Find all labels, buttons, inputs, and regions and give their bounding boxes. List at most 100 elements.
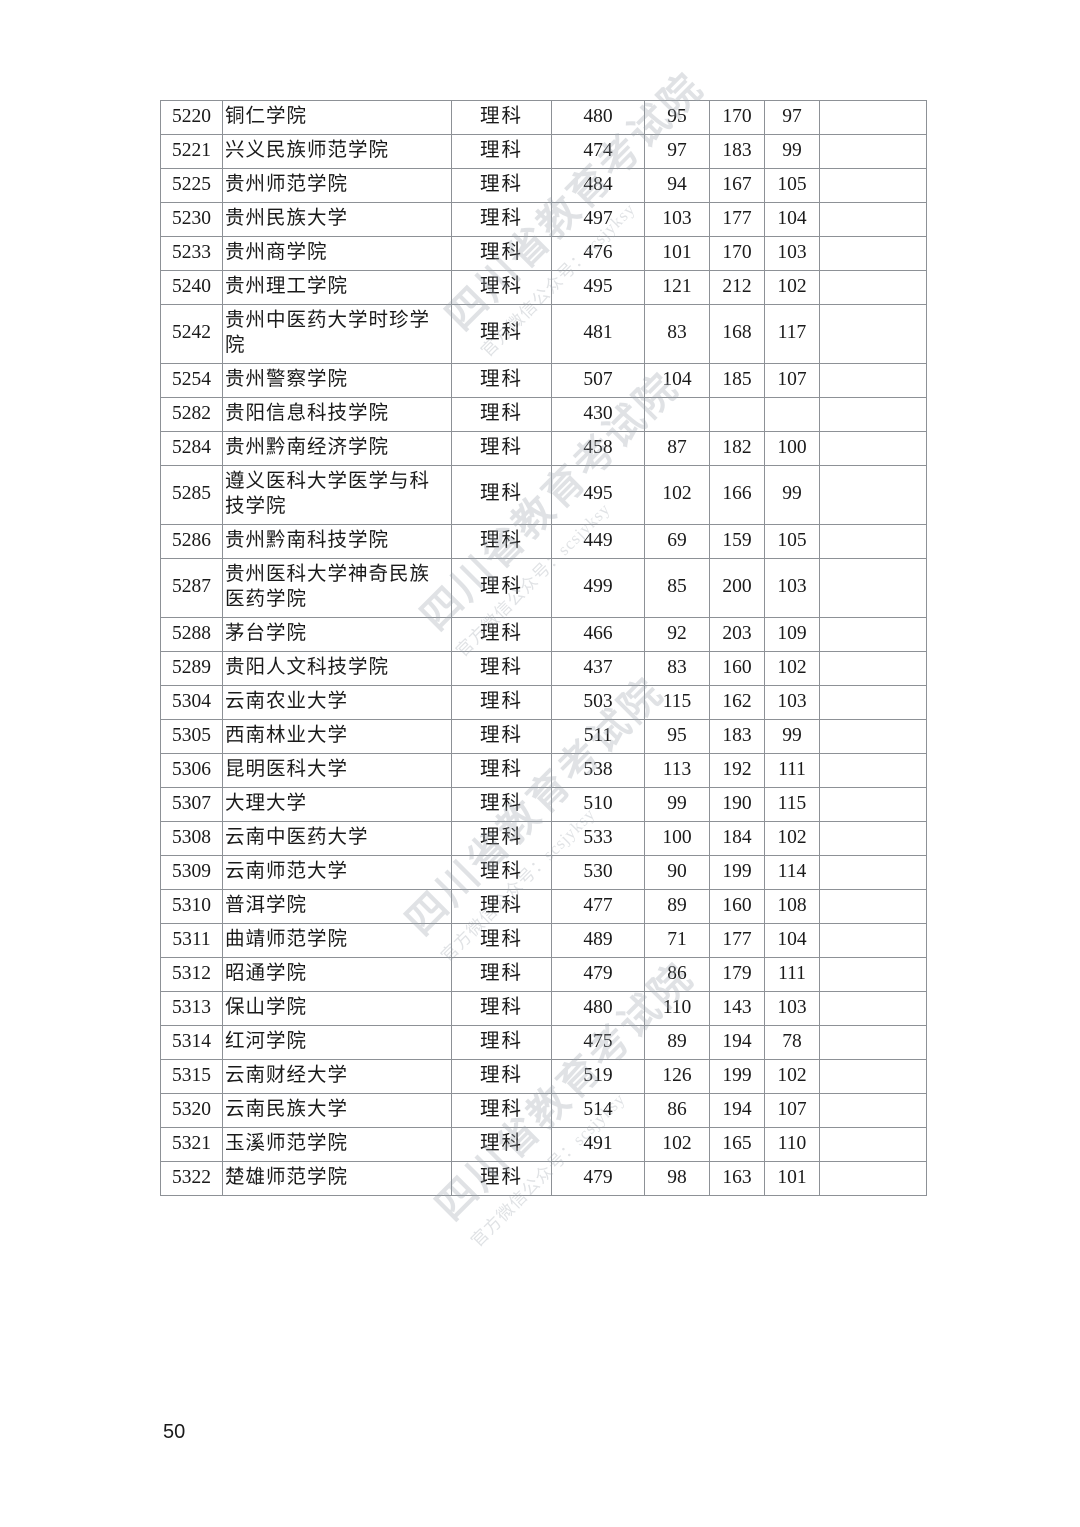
cell-score-1: 474 — [551, 134, 645, 169]
cell-institution-name: 楚雄师范学院 — [222, 1160, 452, 1196]
cell-score-3: 200 — [709, 557, 765, 618]
cell-code: 5315 — [160, 1058, 223, 1094]
table-row: 5286 贵州黔南科技学院 理科 449 69 159 105 — [160, 523, 927, 559]
cell-institution-name: 保山学院 — [222, 990, 452, 1026]
cell-score-3: 199 — [709, 1058, 765, 1094]
cell-subject-type: 理科 — [451, 464, 552, 525]
cell-blank — [819, 396, 927, 432]
cell-score-4: 109 — [764, 616, 820, 652]
cell-score-4: 102 — [764, 1058, 820, 1094]
cell-score-2: 90 — [644, 854, 710, 890]
cell-score-4: 102 — [764, 650, 820, 686]
cell-score-1: 449 — [551, 523, 645, 559]
cell-code: 5321 — [160, 1126, 223, 1162]
cell-score-4: 107 — [764, 1092, 820, 1128]
cell-score-2: 103 — [644, 202, 710, 237]
cell-score-1: 481 — [551, 304, 645, 364]
cell-score-3: 184 — [709, 820, 765, 856]
cell-subject-type: 理科 — [451, 684, 552, 720]
cell-score-2: 83 — [644, 650, 710, 686]
cell-score-4: 97 — [764, 100, 820, 135]
cell-subject-type: 理科 — [451, 718, 552, 754]
table-row: 5289 贵阳人文科技学院 理科 437 83 160 102 — [160, 650, 927, 686]
cell-score-2: 86 — [644, 956, 710, 992]
cell-score-4: 99 — [764, 718, 820, 754]
cell-code: 5254 — [160, 362, 223, 398]
cell-score-1: 510 — [551, 786, 645, 822]
cell-institution-name: 贵州民族大学 — [222, 202, 452, 237]
cell-subject-type: 理科 — [451, 270, 552, 305]
cell-score-3: 159 — [709, 523, 765, 559]
cell-score-3: 167 — [709, 168, 765, 203]
cell-score-3: 163 — [709, 1160, 765, 1196]
cell-subject-type: 理科 — [451, 786, 552, 822]
admission-score-table: 5220 铜仁学院 理科 480 95 170 97 5221 兴义民族师范学院 理科 474 97 1… — [160, 100, 927, 1196]
cell-score-4: 104 — [764, 922, 820, 958]
cell-blank — [819, 430, 927, 466]
cell-score-3: 194 — [709, 1092, 765, 1128]
cell-score-4: 78 — [764, 1024, 820, 1060]
cell-code: 5221 — [160, 134, 223, 169]
cell-subject-type: 理科 — [451, 100, 552, 135]
cell-score-4: 103 — [764, 236, 820, 271]
cell-institution-name: 贵州医科大学神奇民族医药学院 — [222, 557, 452, 618]
cell-blank — [819, 854, 927, 890]
cell-subject-type: 理科 — [451, 1058, 552, 1094]
cell-score-1: 503 — [551, 684, 645, 720]
cell-institution-name: 普洱学院 — [222, 888, 452, 924]
cell-code: 5240 — [160, 270, 223, 305]
cell-code: 5285 — [160, 464, 223, 525]
table-row: 5284 贵州黔南经济学院 理科 458 87 182 100 — [160, 430, 927, 466]
cell-score-3: 212 — [709, 270, 765, 305]
cell-score-3: 177 — [709, 922, 765, 958]
cell-score-3: 162 — [709, 684, 765, 720]
cell-score-3: 199 — [709, 854, 765, 890]
cell-code: 5284 — [160, 430, 223, 466]
cell-score-4: 102 — [764, 820, 820, 856]
cell-code: 5230 — [160, 202, 223, 237]
table-row: 5308 云南中医药大学 理科 533 100 184 102 — [160, 820, 927, 856]
cell-blank — [819, 650, 927, 686]
cell-subject-type: 理科 — [451, 168, 552, 203]
cell-score-1: 491 — [551, 1126, 645, 1162]
cell-institution-name: 云南民族大学 — [222, 1092, 452, 1128]
cell-score-1: 495 — [551, 270, 645, 305]
cell-subject-type: 理科 — [451, 990, 552, 1026]
cell-code: 5242 — [160, 304, 223, 364]
cell-subject-type: 理科 — [451, 1126, 552, 1162]
cell-score-3: 170 — [709, 236, 765, 271]
cell-institution-name: 云南中医药大学 — [222, 820, 452, 856]
cell-score-3: 168 — [709, 304, 765, 364]
cell-institution-name: 茅台学院 — [222, 616, 452, 652]
cell-blank — [819, 464, 927, 525]
cell-institution-name: 昆明医科大学 — [222, 752, 452, 788]
table-row: 5287 贵州医科大学神奇民族医药学院 理科 499 85 200 103 — [160, 557, 927, 618]
cell-institution-name: 红河学院 — [222, 1024, 452, 1060]
cell-code: 5320 — [160, 1092, 223, 1128]
cell-score-4: 115 — [764, 786, 820, 822]
cell-blank — [819, 820, 927, 856]
cell-score-1: 530 — [551, 854, 645, 890]
cell-institution-name: 昭通学院 — [222, 956, 452, 992]
cell-score-1: 458 — [551, 430, 645, 466]
cell-blank — [819, 1024, 927, 1060]
table-row: 5305 西南林业大学 理科 511 95 183 99 — [160, 718, 927, 754]
cell-subject-type: 理科 — [451, 752, 552, 788]
cell-score-4 — [764, 396, 820, 432]
cell-score-1: 484 — [551, 168, 645, 203]
cell-subject-type: 理科 — [451, 650, 552, 686]
cell-score-3: 182 — [709, 430, 765, 466]
cell-institution-name: 贵阳信息科技学院 — [222, 396, 452, 432]
cell-score-3 — [709, 396, 765, 432]
table-row: 5307 大理大学 理科 510 99 190 115 — [160, 786, 927, 822]
cell-code: 5314 — [160, 1024, 223, 1060]
cell-blank — [819, 1092, 927, 1128]
cell-blank — [819, 202, 927, 237]
cell-blank — [819, 270, 927, 305]
cell-blank — [819, 557, 927, 618]
cell-score-2: 98 — [644, 1160, 710, 1196]
cell-blank — [819, 236, 927, 271]
table-row: 5306 昆明医科大学 理科 538 113 192 111 — [160, 752, 927, 788]
cell-subject-type: 理科 — [451, 134, 552, 169]
cell-score-2: 87 — [644, 430, 710, 466]
